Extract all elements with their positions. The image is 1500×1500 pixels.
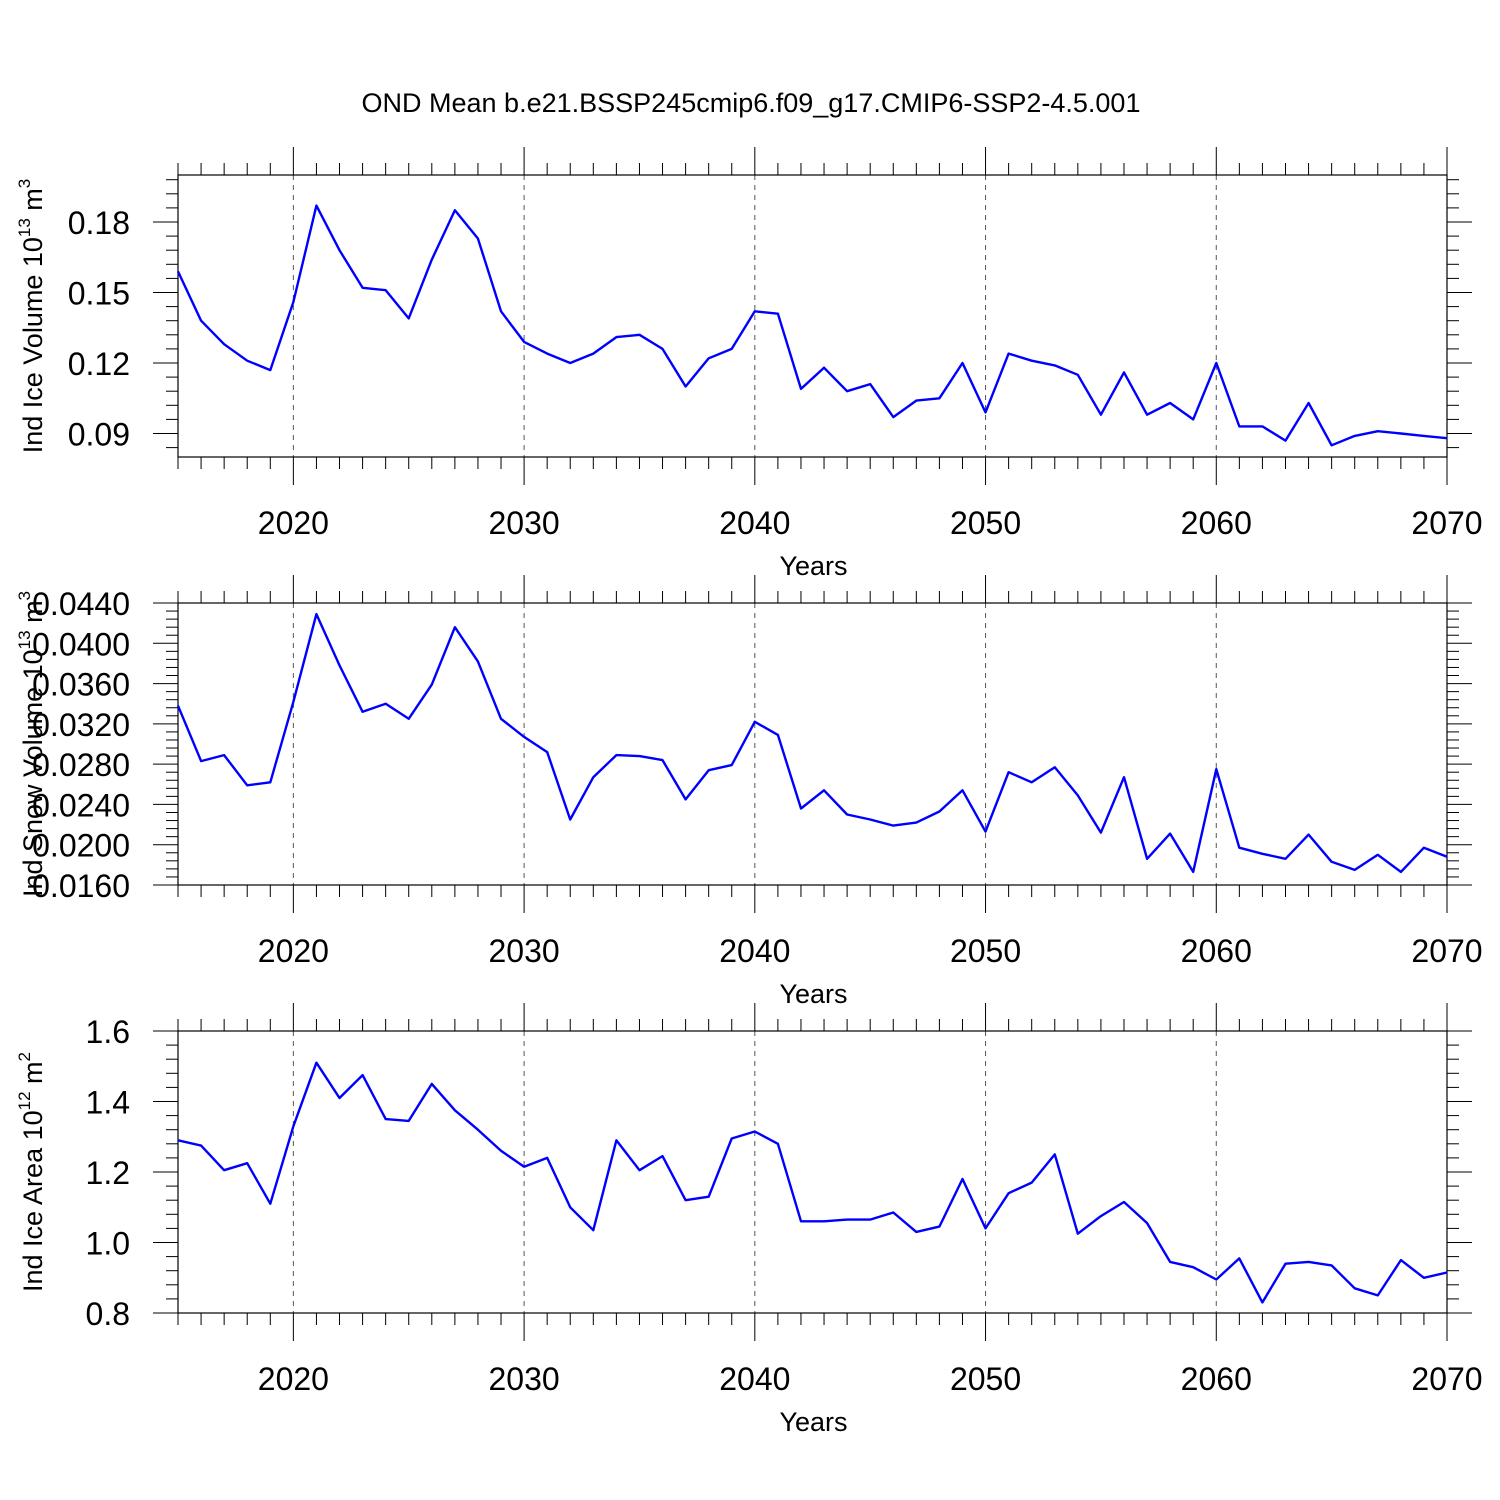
y-tick-label: 0.18 <box>68 205 130 241</box>
x-tick-label: 2070 <box>1411 505 1482 541</box>
y-tick-label: 0.12 <box>68 346 130 382</box>
x-tick-label: 2020 <box>258 933 329 969</box>
y-axis-title: Ind Snow Volume 1013 m3 <box>15 591 48 897</box>
x-tick-label: 2050 <box>950 1361 1021 1397</box>
y-tick-label: 0.8 <box>86 1296 130 1332</box>
y-tick-label: 0.0200 <box>32 828 130 864</box>
x-tick-label: 2040 <box>719 933 790 969</box>
y-tick-label: 1.0 <box>86 1226 130 1262</box>
y-tick-label: 0.0400 <box>32 626 130 662</box>
panel-1: 0.09 0.12 0.15 0.18 2020 2030 2040 2050 2060 2070… <box>15 147 1483 581</box>
x-axis-title: Years <box>779 551 847 581</box>
x-tick-label: 2050 <box>950 933 1021 969</box>
x-tick-label: 2060 <box>1181 1361 1252 1397</box>
y-tick-label: 1.4 <box>86 1085 130 1121</box>
x-axis-title: Years <box>779 979 847 1009</box>
x-tick-label: 2040 <box>719 505 790 541</box>
x-tick-label: 2040 <box>719 1361 790 1397</box>
x-tick-label: 2020 <box>258 505 329 541</box>
x-tick-label: 2030 <box>488 1361 559 1397</box>
y-tick-label: 0.0320 <box>32 707 130 743</box>
y-axis-title: Ind Ice Volume 1013 m3 <box>15 179 48 454</box>
y-tick-label: 1.6 <box>86 1014 130 1050</box>
series-line <box>176 612 1448 874</box>
plot-frame <box>177 1030 1448 1314</box>
plot-frame <box>177 174 1448 458</box>
y-tick-label: 1.2 <box>86 1155 130 1191</box>
y-tick-label: 0.09 <box>68 417 130 453</box>
panel-3: 0.8 1.0 1.2 1.4 1.6 2020 2030 2040 2050 2060 2070 Y… <box>15 1003 1483 1437</box>
y-axis-title: Ind Ice Area 1012 m2 <box>15 1052 48 1292</box>
y-tick-label: 0.0360 <box>32 667 130 703</box>
y-tick-label: 0.0160 <box>32 868 130 904</box>
figure-title: OND Mean b.e21.BSSP245cmip6.f09_g17.CMIP… <box>362 88 1141 118</box>
x-tick-label: 2030 <box>488 505 559 541</box>
x-tick-label: 2060 <box>1181 505 1252 541</box>
y-tick-label: 0.0240 <box>32 787 130 823</box>
x-tick-label: 2050 <box>950 505 1021 541</box>
series-line <box>177 1061 1448 1304</box>
x-tick-label: 2020 <box>258 1361 329 1397</box>
y-tick-label: 0.0280 <box>32 747 130 783</box>
y-tick-label: 0.0440 <box>32 586 130 622</box>
x-tick-label: 2070 <box>1411 933 1482 969</box>
series-line <box>176 204 1448 447</box>
plot-frame <box>177 602 1448 886</box>
x-tick-label: 2070 <box>1411 1361 1482 1397</box>
x-tick-label: 2060 <box>1181 933 1252 969</box>
x-axis-title: Years <box>779 1407 847 1437</box>
x-tick-label: 2030 <box>488 933 559 969</box>
y-tick-label: 0.15 <box>68 276 130 312</box>
panel-2: 0.0160 0.0200 0.0240 0.0280 0.0320 0.0360 0.04… <box>15 575 1483 1009</box>
